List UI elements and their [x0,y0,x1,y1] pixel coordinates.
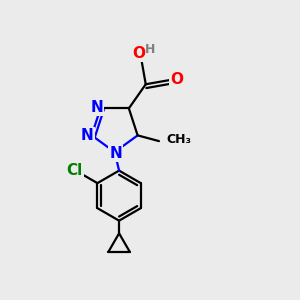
Text: N: N [109,146,122,161]
Text: O: O [133,46,146,61]
Text: N: N [90,100,103,115]
Text: Cl: Cl [66,163,82,178]
Text: H: H [145,44,155,56]
Text: N: N [81,128,94,143]
Text: O: O [170,72,183,87]
Text: CH₃: CH₃ [166,133,191,146]
